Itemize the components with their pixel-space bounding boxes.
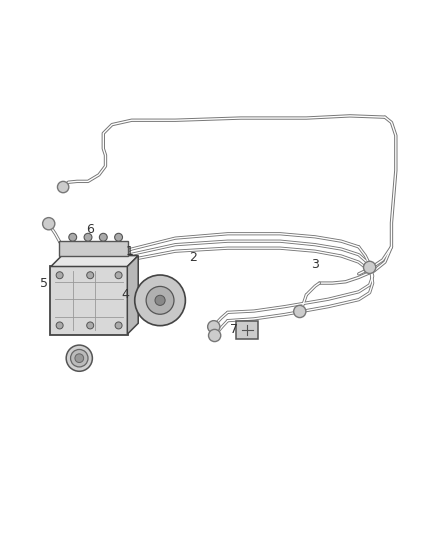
Circle shape [84, 233, 92, 241]
Text: 4: 4 [121, 288, 129, 301]
Circle shape [293, 305, 306, 318]
FancyBboxPatch shape [237, 321, 258, 339]
Circle shape [42, 217, 55, 230]
Circle shape [56, 272, 63, 279]
Circle shape [99, 233, 107, 241]
Circle shape [57, 181, 69, 193]
Text: 5: 5 [40, 278, 48, 290]
Circle shape [87, 272, 94, 279]
Polygon shape [127, 256, 138, 334]
Circle shape [69, 233, 77, 241]
Polygon shape [51, 256, 138, 266]
Circle shape [208, 321, 220, 333]
Circle shape [56, 322, 63, 329]
FancyBboxPatch shape [50, 265, 128, 335]
Text: 6: 6 [86, 223, 94, 236]
Text: 2: 2 [189, 251, 197, 264]
Circle shape [208, 329, 221, 342]
Circle shape [66, 345, 92, 372]
Circle shape [135, 275, 185, 326]
Circle shape [87, 322, 94, 329]
Circle shape [115, 322, 122, 329]
Circle shape [115, 272, 122, 279]
Circle shape [155, 295, 165, 305]
Circle shape [146, 286, 174, 314]
Text: 1: 1 [126, 245, 134, 258]
Circle shape [115, 233, 123, 241]
Circle shape [364, 261, 376, 273]
Text: 7: 7 [230, 324, 238, 336]
FancyBboxPatch shape [59, 241, 128, 256]
Circle shape [71, 350, 88, 367]
Circle shape [75, 354, 84, 362]
Text: 3: 3 [311, 258, 319, 271]
